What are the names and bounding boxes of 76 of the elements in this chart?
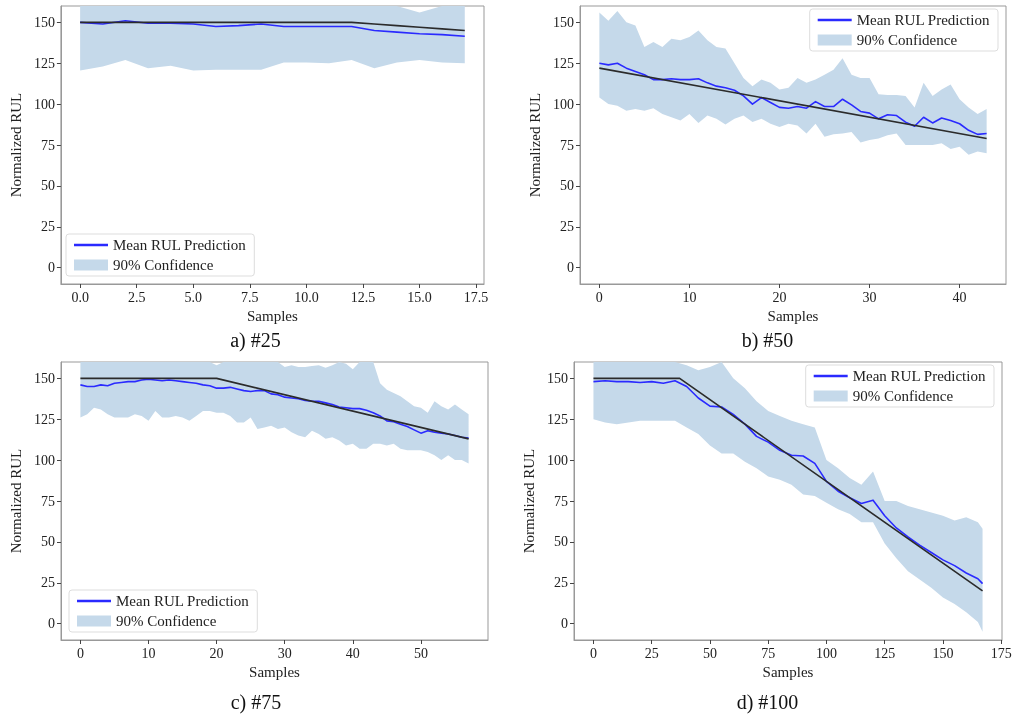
x-tick-label: 20 bbox=[772, 289, 787, 305]
x-tick-label: 0 bbox=[76, 645, 84, 661]
y-tick-label: 50 bbox=[560, 178, 574, 194]
y-tick-label: 25 bbox=[554, 575, 568, 591]
x-tick-label: 40 bbox=[345, 645, 360, 661]
x-tick-label: 0 bbox=[589, 645, 597, 661]
y-tick-label: 75 bbox=[560, 137, 574, 153]
y-tick-label: 50 bbox=[40, 178, 55, 194]
line-series bbox=[79, 21, 466, 32]
y-axis-title: Normalized RUL bbox=[526, 92, 543, 198]
y-tick-label: 25 bbox=[40, 219, 55, 235]
x-tick-label: 0 bbox=[595, 289, 603, 305]
y-tick-label: 150 bbox=[33, 14, 55, 30]
x-tick-label: 20 bbox=[209, 645, 224, 661]
y-tick-label: 150 bbox=[34, 370, 55, 386]
y-tick-label: 50 bbox=[41, 534, 55, 550]
y-tick-label: 100 bbox=[553, 96, 574, 112]
y-tick-label: 75 bbox=[40, 137, 55, 153]
y-tick-label: 25 bbox=[560, 219, 574, 235]
y-axis-title: Normalized RUL bbox=[7, 92, 24, 198]
x-axis-title: Samples bbox=[249, 664, 301, 681]
y-tick-label: 125 bbox=[547, 411, 568, 427]
legend-label: 90% Confidence bbox=[116, 613, 217, 629]
y-axis-title: Normalized RUL bbox=[7, 448, 24, 554]
y-tick-label: 150 bbox=[553, 14, 574, 30]
x-tick-label: 40 bbox=[952, 289, 967, 305]
y-tick-label: 100 bbox=[34, 452, 55, 468]
y-tick-label: 0 bbox=[567, 260, 574, 276]
x-tick-label: 75 bbox=[761, 645, 776, 661]
x-tick-label: 125 bbox=[874, 645, 896, 661]
x-tick-label: 50 bbox=[413, 645, 428, 661]
legend-label: Mean RUL Prediction bbox=[856, 12, 990, 28]
y-tick-label: 0 bbox=[48, 616, 55, 632]
x-tick-label: 150 bbox=[932, 645, 954, 661]
x-tick-label: 2.5 bbox=[127, 289, 146, 305]
text: b) #50 bbox=[741, 329, 794, 352]
y-tick-label: 0 bbox=[561, 616, 568, 632]
x-tick-label: 17.5 bbox=[463, 289, 489, 305]
x-tick-label: 175 bbox=[990, 645, 1012, 661]
legend-label: Mean RUL Prediction bbox=[116, 593, 250, 609]
text: a) #25 bbox=[230, 329, 281, 352]
x-tick-label: 30 bbox=[277, 645, 292, 661]
y-axis-title: Normalized RUL bbox=[520, 448, 537, 554]
x-tick-label: 25 bbox=[644, 645, 659, 661]
legend-label: 90% Confidence bbox=[852, 388, 954, 404]
legend-label: 90% Confidence bbox=[113, 257, 214, 273]
x-axis-title: Samples bbox=[762, 664, 814, 681]
x-tick-label: 10 bbox=[141, 645, 156, 661]
x-tick-label: 10.0 bbox=[294, 289, 319, 305]
y-tick-label: 125 bbox=[34, 411, 55, 427]
x-tick-label: 0.0 bbox=[71, 289, 89, 305]
y-tick-label: 75 bbox=[554, 493, 568, 509]
x-tick-label: 30 bbox=[862, 289, 877, 305]
y-tick-label: 75 bbox=[41, 493, 55, 509]
y-tick-label: 150 bbox=[547, 370, 568, 386]
y-tick-label: 100 bbox=[33, 96, 55, 112]
x-axis-title: Samples bbox=[767, 308, 819, 325]
y-tick-label: 50 bbox=[554, 534, 568, 550]
legend-label: Mean RUL Prediction bbox=[113, 237, 247, 253]
y-tick-label: 100 bbox=[547, 452, 568, 468]
x-axis-title: Samples bbox=[247, 308, 299, 325]
legend-label: Mean RUL Prediction bbox=[852, 368, 986, 384]
x-tick-label: 5.0 bbox=[184, 289, 203, 305]
x-tick-label: 50 bbox=[702, 645, 717, 661]
text: d) #100 bbox=[736, 691, 799, 714]
legend-label: 90% Confidence bbox=[856, 32, 958, 48]
x-tick-label: 100 bbox=[815, 645, 837, 661]
y-tick-label: 25 bbox=[41, 575, 55, 591]
y-tick-label: 0 bbox=[47, 260, 55, 276]
x-tick-label: 12.5 bbox=[350, 289, 376, 305]
x-tick-label: 7.5 bbox=[241, 289, 259, 305]
text: c) #75 bbox=[230, 691, 282, 714]
y-tick-label: 125 bbox=[553, 55, 574, 71]
y-tick-label: 125 bbox=[33, 55, 55, 71]
x-tick-label: 10 bbox=[682, 289, 697, 305]
x-tick-label: 15.0 bbox=[407, 289, 432, 305]
